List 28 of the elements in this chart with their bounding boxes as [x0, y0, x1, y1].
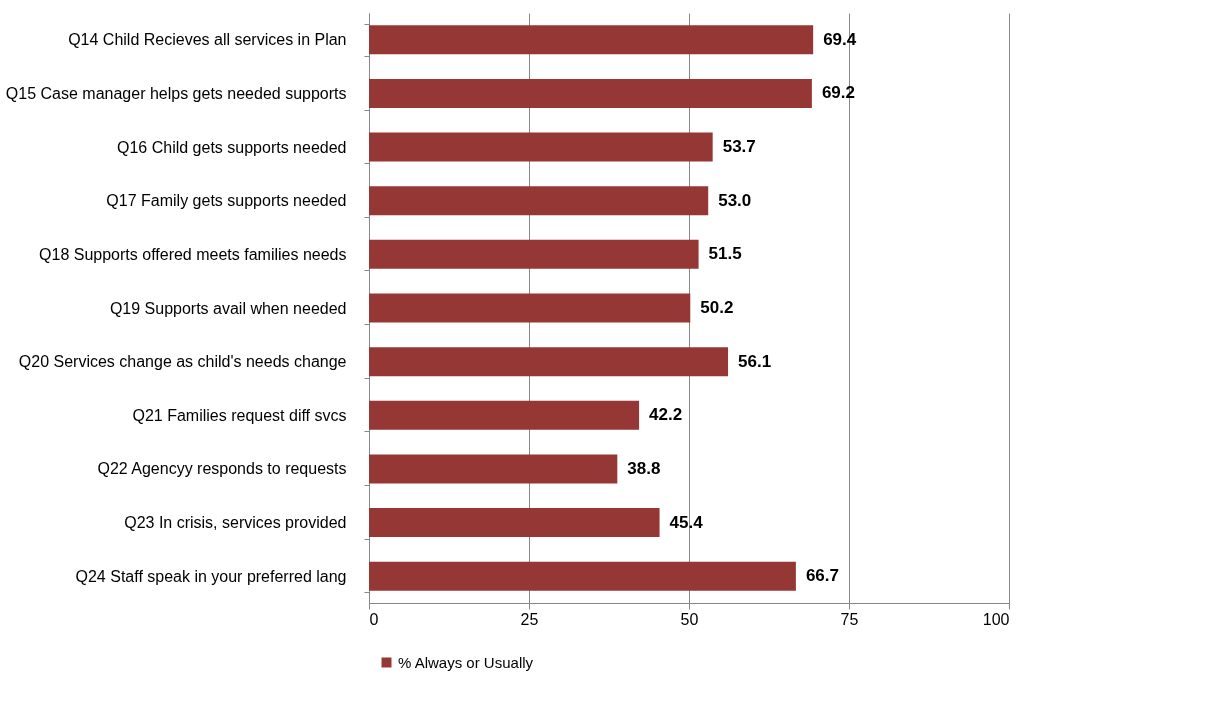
data-label: 45.4 [669, 512, 704, 532]
y-tick-label: Q15 Case manager helps gets needed supports [5, 84, 347, 102]
legend-label: % Always or Usually [398, 653, 534, 671]
data-label: 66.7 [805, 566, 839, 586]
y-tick-label: Q23 In crisis, services provided [124, 514, 347, 532]
x-tick-label: 25 [520, 610, 539, 628]
data-label: 69.2 [821, 83, 855, 103]
y-tick-label: Q22 Agencyy responds to requests [97, 460, 347, 478]
y-tick-label: Q20 Services change as child's needs change [18, 353, 347, 371]
y-tick-label: Q19 Supports avail when needed [109, 299, 347, 317]
x-tick-label: 0 [369, 610, 379, 628]
y-tick-label: Q24 Staff speak in your preferred lang [75, 567, 347, 585]
y-tick-label: Q17 Family gets supports needed [106, 192, 347, 210]
y-tick-label: Q18 Supports offered meets families needs [39, 245, 347, 263]
data-label: 51.5 [708, 244, 742, 264]
x-tick-label: 100 [982, 610, 1010, 628]
y-tick-label: Q14 Child Recieves all services in Plan [68, 31, 347, 49]
data-label: 50.2 [700, 298, 734, 317]
data-label: 53.7 [722, 137, 756, 157]
data-label: 69.4 [823, 29, 857, 49]
x-tick-label: 50 [680, 610, 699, 628]
x-tick-label: 75 [840, 610, 859, 628]
data-label: 53.0 [718, 190, 752, 210]
y-tick-label: Q21 Families request diff svcs [132, 406, 347, 424]
y-tick-label: Q16 Child gets supports needed [117, 138, 347, 156]
data-label: 56.1 [738, 351, 772, 371]
data-label: 42.2 [649, 405, 683, 425]
data-label: 38.8 [627, 458, 661, 478]
